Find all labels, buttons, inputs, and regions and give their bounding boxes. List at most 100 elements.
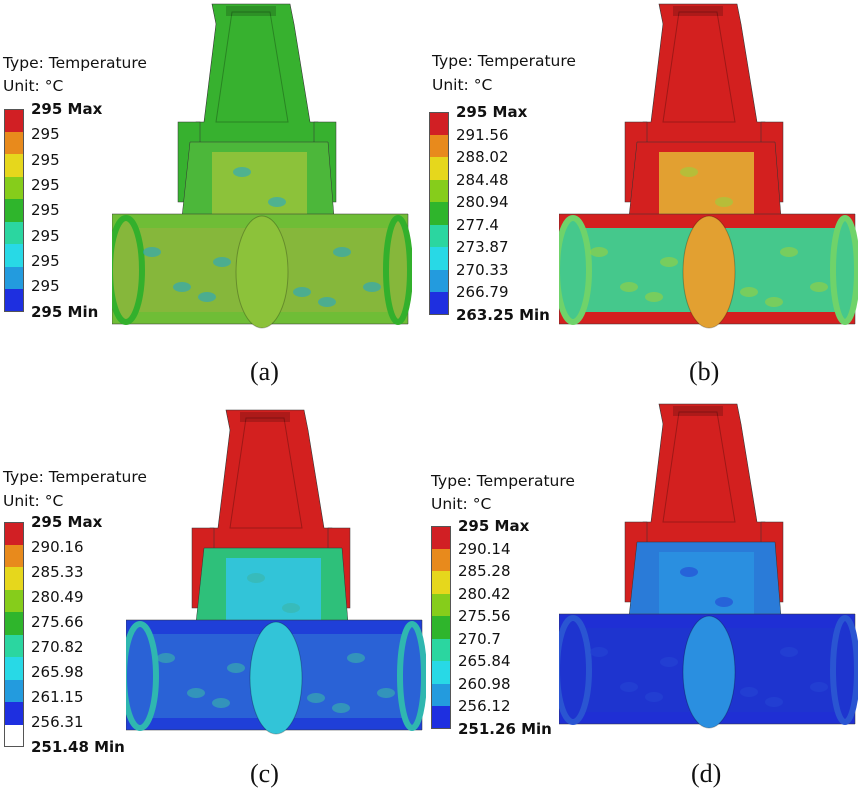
pipe-end-right xyxy=(383,215,412,325)
legend-label: 288.02 xyxy=(456,148,509,166)
pipe-end-left xyxy=(112,215,145,325)
contour-patch xyxy=(363,282,381,292)
contour-patch xyxy=(740,687,758,697)
legend-swatch xyxy=(4,657,24,680)
legend-swatch xyxy=(4,679,24,702)
gate-seat xyxy=(682,615,736,729)
legend-label: 295 xyxy=(31,175,60,194)
legend-label: 275.56 xyxy=(458,607,511,625)
legend-label: 295 xyxy=(31,150,60,169)
type-label: Type: Temperature xyxy=(3,54,147,72)
legend-swatch xyxy=(429,269,449,292)
legend-swatch xyxy=(4,522,24,545)
contour-patch xyxy=(590,647,608,657)
legend-label: 295 xyxy=(31,226,60,245)
legend-label: 295 Max xyxy=(31,513,103,531)
contour-patch xyxy=(187,688,205,698)
panel-a: Type: Temperature Unit: °C 295 Max 295 295… xyxy=(0,0,429,398)
legend-swatch xyxy=(431,661,451,684)
stem-top xyxy=(673,406,723,416)
contour-patch xyxy=(660,657,678,667)
contour-patch xyxy=(227,663,245,673)
contour-patch xyxy=(620,682,638,692)
contour-patch xyxy=(318,297,336,307)
legend-label: 290.14 xyxy=(458,539,511,558)
legend-label: 291.56 xyxy=(456,125,509,144)
legend-label: 277.4 xyxy=(456,215,499,234)
legend-swatch xyxy=(431,526,451,549)
legend-label: 295 Max xyxy=(456,103,528,121)
pipe-end-left xyxy=(559,215,592,325)
legend-swatch xyxy=(4,702,24,725)
contour-patch xyxy=(765,697,783,707)
legend-label: 290.16 xyxy=(31,538,84,556)
caption: (d) xyxy=(691,759,722,788)
caption: (b) xyxy=(689,357,720,386)
legend-swatch xyxy=(4,567,24,590)
legend-label: 251.48 Min xyxy=(31,738,125,756)
pipe-end-right xyxy=(830,215,858,325)
legend-swatch xyxy=(429,179,449,202)
contour-patch xyxy=(198,292,216,302)
contour-patch xyxy=(810,282,828,292)
legend-label: 280.94 xyxy=(456,193,509,211)
stem-top xyxy=(673,6,723,16)
legend-label: 280.49 xyxy=(31,588,84,606)
contour-patch xyxy=(268,197,286,207)
legend-label: 270.33 xyxy=(456,260,509,279)
legend-swatch xyxy=(431,638,451,661)
contour-patch xyxy=(247,573,265,583)
gate-seat xyxy=(682,215,736,329)
contour-patch xyxy=(173,282,191,292)
valve-contour-plot xyxy=(559,3,858,329)
contour-patch xyxy=(213,257,231,267)
legend-label: 295 Min xyxy=(31,302,99,321)
contour-patch xyxy=(645,692,663,702)
legend-label: 295 xyxy=(31,251,60,270)
legend-swatch xyxy=(4,244,24,267)
unit-label: Unit: °C xyxy=(432,76,493,94)
valve-contour-plot xyxy=(112,3,412,329)
legend-swatch xyxy=(429,224,449,247)
contour-patch xyxy=(780,647,798,657)
legend-label: 295 xyxy=(31,125,60,144)
legend-swatch xyxy=(4,176,24,199)
pipe-end-right xyxy=(830,615,858,725)
legend-label: 273.87 xyxy=(456,238,509,256)
contour-patch xyxy=(810,682,828,692)
legend-label: 266.79 xyxy=(456,283,509,301)
legend-label: 256.31 xyxy=(31,713,84,731)
legend-swatch xyxy=(431,706,451,729)
legend-label: 285.28 xyxy=(458,562,511,580)
gate-seat xyxy=(249,621,303,735)
unit-label: Unit: °C xyxy=(3,492,64,510)
caption: (c) xyxy=(250,759,279,788)
stem-top xyxy=(240,412,290,422)
legend-label: 251.26 Min xyxy=(458,719,552,738)
legend-label: 284.48 xyxy=(456,170,509,189)
contour-patch xyxy=(680,567,698,577)
legend-swatch xyxy=(4,131,24,154)
contour-patch xyxy=(347,653,365,663)
legend-swatch xyxy=(429,202,449,225)
legend-swatch xyxy=(4,199,24,222)
unit-label: Unit: °C xyxy=(3,77,64,95)
legend-label: 256.12 xyxy=(458,697,511,715)
contour-patch xyxy=(765,297,783,307)
legend-label: 295 Max xyxy=(31,100,103,118)
legend-label: 263.25 Min xyxy=(456,305,550,324)
stem-bore xyxy=(215,11,289,123)
type-label: Type: Temperature xyxy=(3,468,147,486)
legend-label: 261.15 xyxy=(31,688,84,706)
legend-label: 265.84 xyxy=(458,652,511,670)
stem-bore xyxy=(662,411,736,523)
legend-swatch xyxy=(4,724,24,747)
legend-label: 295 xyxy=(31,277,60,296)
legend-swatch xyxy=(429,292,449,315)
panel-d: Type: Temperature Unit: °C 295 Max 290.14… xyxy=(429,398,858,797)
legend-label: 265.98 xyxy=(31,663,84,681)
contour-patch xyxy=(740,287,758,297)
contour-patch xyxy=(293,287,311,297)
legend-label: 295 Max xyxy=(458,517,530,535)
legend-label: 270.82 xyxy=(31,638,84,656)
